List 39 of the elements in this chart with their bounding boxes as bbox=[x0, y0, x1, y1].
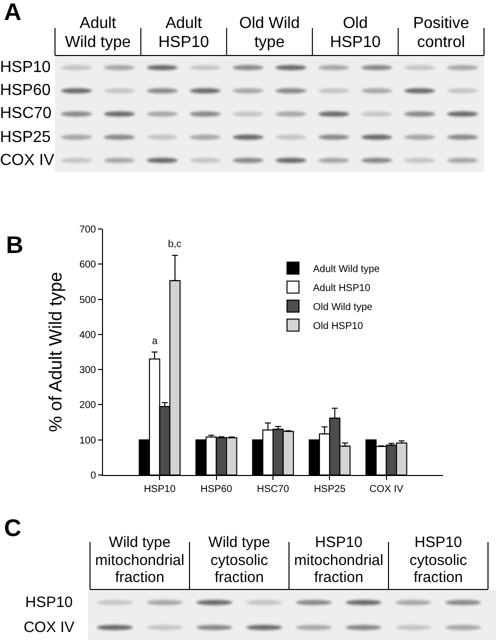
legend-label: Adult HSP10 bbox=[313, 283, 371, 294]
category-label: Adult Wild type bbox=[64, 15, 132, 52]
category-label: HSC70 bbox=[0, 105, 52, 122]
category-label: COX IV bbox=[24, 618, 74, 636]
y-axis-title: % of Adult Wild type bbox=[46, 272, 66, 432]
category-label: Old Wild type bbox=[238, 15, 301, 52]
legend-label: Adult Wild type bbox=[313, 264, 380, 275]
y-tick-label: 400 bbox=[79, 330, 96, 341]
x-tick-label: COX IV bbox=[369, 484, 404, 495]
y-tick-label: 100 bbox=[79, 435, 96, 446]
y-tick-label: 0 bbox=[90, 470, 96, 482]
category-label: COX IV bbox=[0, 152, 54, 169]
category-label: Wild type mitochondrial fraction bbox=[94, 534, 186, 586]
x-tick-label: HSP25 bbox=[314, 484, 346, 495]
category-label: Positive control bbox=[412, 15, 470, 52]
text: C bbox=[4, 515, 22, 542]
category-label: HSP10 bbox=[0, 59, 51, 76]
y-tick-label: 200 bbox=[79, 400, 96, 412]
y-tick-label: 600 bbox=[79, 260, 96, 271]
text: A bbox=[4, 0, 22, 26]
data-label: b,c bbox=[168, 239, 182, 250]
category-label: HSP10 cytosolic fraction bbox=[408, 534, 468, 586]
legend-label: Old HSP10 bbox=[313, 321, 364, 332]
category-label: HSP10 bbox=[25, 594, 73, 610]
y-tick-label: 700 bbox=[79, 224, 96, 236]
category-label: HSP10 mitochondrial fraction bbox=[293, 534, 384, 586]
chart-title: B bbox=[6, 232, 24, 260]
y-tick-label: 300 bbox=[79, 365, 96, 376]
legend-label: Old Wild type bbox=[313, 302, 373, 313]
category-label: HSP60 bbox=[0, 82, 51, 100]
category-label: HSP25 bbox=[0, 128, 51, 146]
x-tick-label: HSP60 bbox=[200, 484, 233, 495]
category-label: Old HSP10 bbox=[328, 15, 382, 52]
category-label: Wild type cytosolic fraction bbox=[207, 534, 272, 586]
x-tick-label: HSC70 bbox=[256, 484, 290, 495]
y-tick-label: 500 bbox=[79, 294, 96, 306]
category-label: Adult HSP10 bbox=[157, 15, 210, 52]
data-label: a bbox=[152, 336, 158, 347]
x-tick-label: HSP10 bbox=[144, 484, 176, 495]
